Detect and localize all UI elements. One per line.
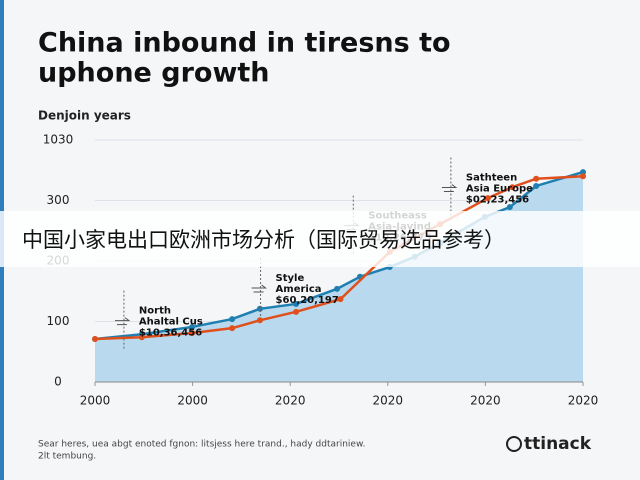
x-tick-label: 2000: [80, 394, 111, 408]
x-tick-label: 2020: [568, 394, 599, 408]
footnote: Sear heres, uea abgt enoted fgnon: litsj…: [38, 440, 365, 450]
y-tick-label: 0: [54, 375, 62, 389]
annotation-text: $60,20,197: [276, 295, 339, 306]
annotation-icon: [251, 284, 268, 293]
annotation-icon: [441, 184, 458, 193]
annotation-text: Sathteen: [466, 173, 517, 184]
subtitle: Denjoin years: [38, 109, 131, 123]
logo: ttinack: [524, 434, 592, 454]
x-tick-label: 2020: [275, 394, 306, 408]
point: [189, 329, 196, 336]
annotation-text: $10,36,456: [139, 328, 202, 339]
point: [189, 323, 196, 330]
annotation-text: North: [139, 306, 171, 317]
annotation-icon: [114, 317, 131, 326]
logo-icon: [506, 436, 522, 452]
annotation-text: Style: [276, 273, 305, 284]
point: [256, 317, 263, 324]
point: [337, 296, 344, 303]
banner-text: 中国小家电出口欧洲市场分析（国际贸易选品参考）: [22, 228, 505, 252]
y-tick-label: 300: [47, 193, 70, 207]
y-tick-label: 100: [47, 314, 70, 328]
point: [229, 325, 236, 332]
x-tick-label: 2020: [470, 394, 501, 408]
point: [506, 204, 513, 211]
annotation-text: Ahaltal Cus: [139, 317, 203, 328]
x-tick-label: 2020: [373, 394, 404, 408]
point: [293, 308, 300, 315]
point: [533, 175, 540, 182]
banner-bg: [0, 211, 640, 267]
point: [580, 169, 586, 176]
title: China inbound in tiresns to: [38, 28, 451, 59]
point: [334, 285, 341, 292]
point: [92, 336, 98, 343]
y-tick-label: 1030: [43, 133, 74, 147]
point: [138, 334, 145, 341]
point: [256, 305, 263, 312]
footnote: 2lt tembung.: [38, 452, 96, 462]
point: [229, 316, 236, 323]
annotation-text: $02,23,456: [466, 195, 529, 206]
point: [580, 173, 586, 180]
title: uphone growth: [38, 58, 270, 89]
annotation-text: America: [276, 284, 322, 295]
point: [533, 182, 540, 189]
point: [509, 184, 516, 191]
annotation-text: Asia Europe: [466, 184, 533, 195]
point: [484, 195, 491, 202]
x-tick-label: 2000: [177, 394, 208, 408]
point: [293, 300, 300, 307]
